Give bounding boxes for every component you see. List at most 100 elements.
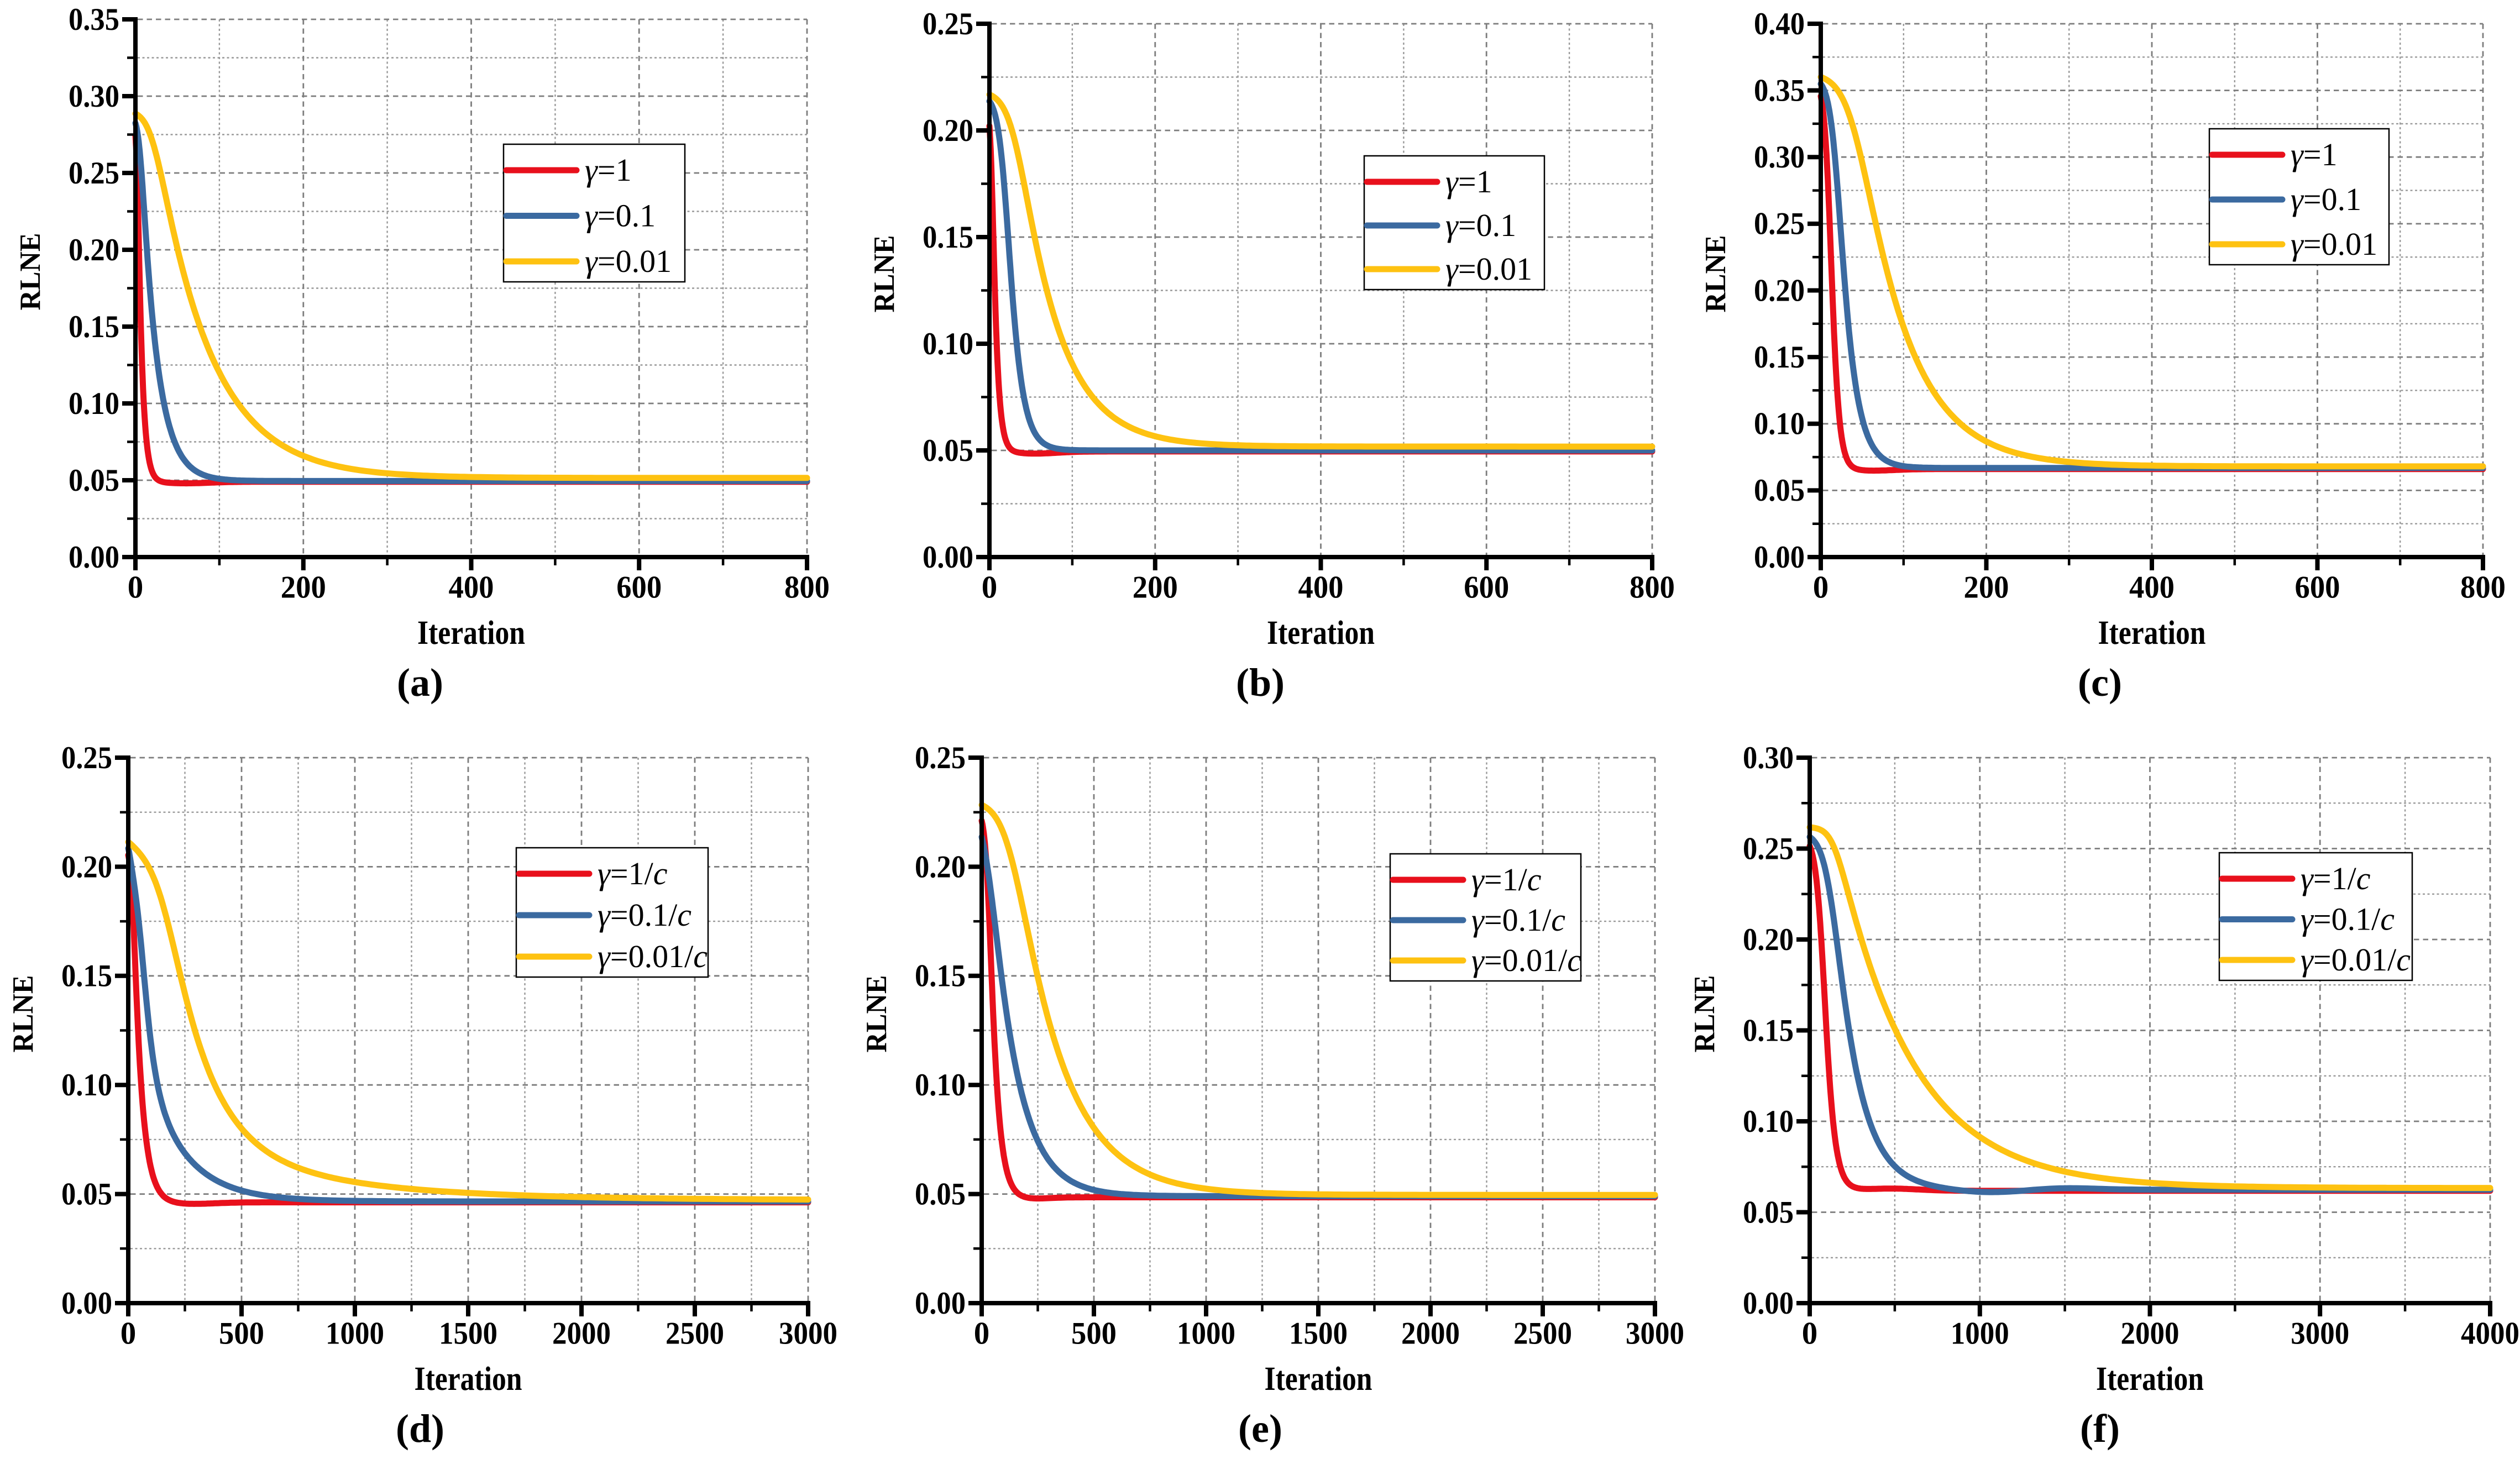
svg-text:γ=0.1/c: γ=0.1/c: [2301, 901, 2395, 937]
svg-text:0.25: 0.25: [69, 156, 119, 191]
svg-text:Iteration: Iteration: [2098, 615, 2206, 652]
svg-text:0.00: 0.00: [61, 1286, 112, 1321]
svg-text:0.25: 0.25: [923, 7, 973, 41]
svg-text:400: 400: [1298, 570, 1344, 605]
svg-text:γ=0.1/c: γ=0.1/c: [598, 897, 691, 933]
svg-text:600: 600: [2295, 570, 2340, 605]
svg-text:RLNE: RLNE: [861, 975, 893, 1053]
svg-text:0.10: 0.10: [1754, 407, 1805, 442]
svg-text:Iteration: Iteration: [2096, 1361, 2204, 1398]
svg-text:RLNE: RLNE: [1689, 975, 1721, 1053]
svg-text:0.15: 0.15: [69, 309, 119, 344]
svg-text:(d): (d): [396, 1406, 444, 1451]
svg-text:γ=0.1: γ=0.1: [1445, 207, 1516, 243]
svg-text:0.20: 0.20: [69, 233, 119, 267]
svg-text:2500: 2500: [1513, 1316, 1572, 1351]
svg-text:0.05: 0.05: [1743, 1195, 1794, 1230]
svg-text:2000: 2000: [2121, 1316, 2180, 1351]
svg-text:0.15: 0.15: [1743, 1013, 1794, 1048]
svg-text:0.25: 0.25: [61, 741, 112, 775]
svg-text:0.00: 0.00: [915, 1286, 966, 1321]
svg-text:0: 0: [1813, 570, 1829, 605]
svg-text:RLNE: RLNE: [1700, 235, 1732, 313]
svg-text:0: 0: [974, 1316, 990, 1351]
svg-text:Iteration: Iteration: [417, 615, 525, 652]
svg-text:Iteration: Iteration: [415, 1361, 522, 1398]
svg-text:0.20: 0.20: [61, 849, 112, 884]
svg-text:200: 200: [1133, 570, 1178, 605]
svg-text:4000: 4000: [2461, 1316, 2519, 1351]
svg-text:400: 400: [2129, 570, 2175, 605]
svg-text:800: 800: [1630, 570, 1675, 605]
svg-text:γ=0.01: γ=0.01: [585, 243, 672, 279]
svg-text:0.10: 0.10: [69, 386, 119, 421]
svg-text:1000: 1000: [1951, 1316, 2009, 1351]
svg-text:0: 0: [121, 1316, 137, 1351]
svg-text:0.15: 0.15: [61, 959, 112, 994]
svg-text:γ=1/c: γ=1/c: [598, 855, 668, 891]
svg-text:600: 600: [616, 570, 662, 605]
svg-text:0.05: 0.05: [61, 1177, 112, 1212]
svg-text:0.25: 0.25: [915, 741, 966, 775]
svg-text:500: 500: [219, 1316, 264, 1351]
svg-text:0: 0: [128, 570, 144, 605]
svg-text:(c): (c): [2078, 660, 2122, 705]
svg-text:0.40: 0.40: [1754, 7, 1805, 41]
svg-text:0.00: 0.00: [1743, 1286, 1794, 1321]
svg-text:γ=0.01: γ=0.01: [2291, 226, 2377, 262]
svg-text:0.10: 0.10: [923, 327, 973, 361]
svg-text:0.10: 0.10: [1743, 1104, 1794, 1139]
svg-text:2000: 2000: [1401, 1316, 1460, 1351]
svg-text:0.20: 0.20: [915, 849, 966, 884]
svg-text:0: 0: [982, 570, 998, 605]
svg-text:(f): (f): [2080, 1406, 2120, 1451]
svg-text:0.05: 0.05: [915, 1177, 966, 1212]
svg-text:0.30: 0.30: [1743, 741, 1794, 775]
svg-text:0.20: 0.20: [1754, 273, 1805, 308]
svg-text:0: 0: [1802, 1316, 1818, 1351]
svg-text:0.20: 0.20: [923, 113, 973, 148]
svg-text:0.05: 0.05: [69, 463, 119, 498]
svg-text:0.15: 0.15: [1754, 340, 1805, 375]
svg-text:RLNE: RLNE: [14, 233, 46, 311]
svg-text:1000: 1000: [1177, 1316, 1235, 1351]
svg-text:γ=1/c: γ=1/c: [2301, 860, 2371, 896]
svg-text:γ=0.1: γ=0.1: [585, 198, 656, 234]
svg-text:Iteration: Iteration: [1267, 615, 1375, 652]
svg-text:800: 800: [784, 570, 830, 605]
svg-text:0.30: 0.30: [1754, 140, 1805, 175]
svg-text:RLNE: RLNE: [7, 975, 39, 1053]
svg-text:0.10: 0.10: [915, 1068, 966, 1103]
svg-text:500: 500: [1071, 1316, 1117, 1351]
svg-text:2500: 2500: [666, 1316, 724, 1351]
svg-text:0.35: 0.35: [69, 2, 119, 37]
svg-text:γ=0.01: γ=0.01: [1445, 251, 1532, 287]
svg-text:0.25: 0.25: [1743, 831, 1794, 866]
svg-text:0.15: 0.15: [923, 220, 973, 255]
svg-text:0.15: 0.15: [915, 959, 966, 994]
svg-text:3000: 3000: [779, 1316, 837, 1351]
svg-text:γ=0.01/c: γ=0.01/c: [2301, 942, 2411, 978]
svg-text:0.00: 0.00: [69, 540, 119, 575]
svg-text:γ=0.1/c: γ=0.1/c: [1471, 902, 1565, 938]
svg-text:0.05: 0.05: [1754, 473, 1805, 508]
svg-text:(e): (e): [1238, 1406, 1282, 1451]
svg-text:0.25: 0.25: [1754, 207, 1805, 242]
svg-text:2000: 2000: [552, 1316, 611, 1351]
svg-text:3000: 3000: [2291, 1316, 2349, 1351]
svg-text:800: 800: [2460, 570, 2506, 605]
svg-text:0.00: 0.00: [1754, 540, 1805, 575]
svg-text:γ=0.01/c: γ=0.01/c: [1471, 942, 1581, 978]
svg-text:Iteration: Iteration: [1265, 1361, 1372, 1398]
svg-text:γ=1: γ=1: [585, 152, 632, 188]
svg-text:(b): (b): [1236, 660, 1285, 705]
svg-text:1500: 1500: [1289, 1316, 1348, 1351]
svg-text:RLNE: RLNE: [868, 235, 900, 313]
svg-text:0.05: 0.05: [923, 433, 973, 468]
svg-text:200: 200: [281, 570, 326, 605]
svg-text:600: 600: [1464, 570, 1509, 605]
svg-text:γ=1/c: γ=1/c: [1471, 862, 1542, 897]
svg-text:1500: 1500: [439, 1316, 497, 1351]
svg-text:3000: 3000: [1626, 1316, 1684, 1351]
svg-text:0.00: 0.00: [923, 540, 973, 575]
